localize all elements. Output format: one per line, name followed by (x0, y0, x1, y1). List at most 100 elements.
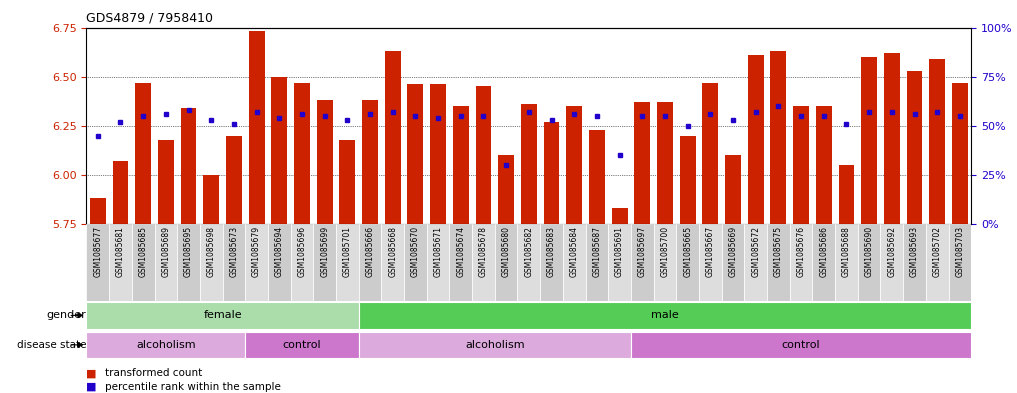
Text: GSM1085702: GSM1085702 (933, 226, 942, 277)
Bar (177, 224, 200, 301)
Bar (476, 86, 491, 224)
Bar (725, 155, 741, 224)
Bar (654, 224, 676, 301)
Bar (657, 102, 673, 224)
Text: ■: ■ (86, 368, 97, 378)
Text: GSM1085670: GSM1085670 (411, 226, 420, 277)
Bar (86, 302, 359, 329)
Bar (362, 100, 378, 224)
Text: GSM1085687: GSM1085687 (592, 226, 601, 277)
Text: male: male (651, 310, 678, 320)
Bar (952, 83, 968, 224)
Text: GSM1085676: GSM1085676 (796, 226, 805, 277)
Text: GSM1085686: GSM1085686 (820, 226, 828, 277)
Text: control: control (782, 340, 821, 350)
Text: GSM1085681: GSM1085681 (116, 226, 125, 277)
Bar (340, 140, 355, 224)
Bar (495, 224, 518, 301)
Text: GSM1085694: GSM1085694 (275, 226, 284, 277)
Bar (158, 140, 174, 224)
Bar (722, 224, 744, 301)
Text: GSM1085697: GSM1085697 (638, 226, 647, 277)
Bar (359, 302, 971, 329)
Bar (200, 224, 223, 301)
Bar (245, 332, 359, 358)
Bar (611, 208, 627, 224)
Bar (245, 224, 267, 301)
Text: GDS4879 / 7958410: GDS4879 / 7958410 (86, 12, 214, 25)
Text: GSM1085690: GSM1085690 (864, 226, 874, 277)
Text: GSM1085675: GSM1085675 (774, 226, 783, 277)
Bar (857, 224, 881, 301)
Bar (906, 71, 922, 224)
Bar (359, 332, 631, 358)
Bar (155, 224, 177, 301)
Bar (430, 84, 446, 224)
Text: GSM1085683: GSM1085683 (547, 226, 556, 277)
Bar (703, 83, 718, 224)
Bar (272, 77, 287, 224)
Bar (884, 53, 900, 224)
Bar (816, 106, 832, 224)
Bar (86, 332, 245, 358)
Bar (813, 224, 835, 301)
Bar (930, 59, 945, 224)
Bar (521, 104, 537, 224)
Bar (135, 83, 152, 224)
Bar (89, 198, 106, 224)
Bar (861, 57, 877, 224)
Text: GSM1085679: GSM1085679 (252, 226, 261, 277)
Text: ■: ■ (86, 382, 97, 392)
Bar (903, 224, 925, 301)
Bar (543, 122, 559, 224)
Bar (589, 130, 605, 224)
Bar (631, 224, 654, 301)
Text: GSM1085703: GSM1085703 (955, 226, 964, 277)
Bar (608, 224, 631, 301)
Text: GSM1085682: GSM1085682 (525, 226, 533, 277)
Bar (294, 83, 310, 224)
Bar (793, 106, 810, 224)
Text: GSM1085699: GSM1085699 (320, 226, 330, 277)
Text: alcoholism: alcoholism (465, 340, 525, 350)
Bar (109, 224, 132, 301)
Text: GSM1085693: GSM1085693 (910, 226, 919, 277)
Text: GSM1085692: GSM1085692 (887, 226, 896, 277)
Text: disease state: disease state (17, 340, 86, 350)
Bar (540, 224, 562, 301)
Bar (450, 224, 472, 301)
Bar (267, 224, 291, 301)
Text: control: control (283, 340, 321, 350)
Bar (384, 51, 401, 224)
Bar (181, 108, 196, 224)
Text: GSM1085668: GSM1085668 (388, 226, 398, 277)
Bar (113, 161, 128, 224)
Bar (316, 100, 333, 224)
Bar (249, 31, 264, 224)
Text: GSM1085700: GSM1085700 (660, 226, 669, 277)
Text: female: female (203, 310, 242, 320)
Bar (404, 224, 427, 301)
Bar (223, 224, 245, 301)
Bar (767, 224, 790, 301)
Text: GSM1085685: GSM1085685 (138, 226, 147, 277)
Text: GSM1085688: GSM1085688 (842, 226, 851, 277)
Text: GSM1085671: GSM1085671 (433, 226, 442, 277)
Bar (562, 224, 586, 301)
Text: GSM1085680: GSM1085680 (501, 226, 511, 277)
Bar (676, 224, 699, 301)
Bar (699, 224, 722, 301)
Bar (790, 224, 813, 301)
Bar (408, 84, 423, 224)
Text: GSM1085669: GSM1085669 (728, 226, 737, 277)
Bar (835, 224, 857, 301)
Text: GSM1085698: GSM1085698 (206, 226, 216, 277)
Bar (925, 224, 949, 301)
Bar (679, 136, 696, 224)
Text: GSM1085672: GSM1085672 (752, 226, 761, 277)
Text: transformed count: transformed count (105, 368, 202, 378)
Bar (744, 224, 767, 301)
Bar (359, 224, 381, 301)
Bar (291, 224, 313, 301)
Text: GSM1085691: GSM1085691 (615, 226, 624, 277)
